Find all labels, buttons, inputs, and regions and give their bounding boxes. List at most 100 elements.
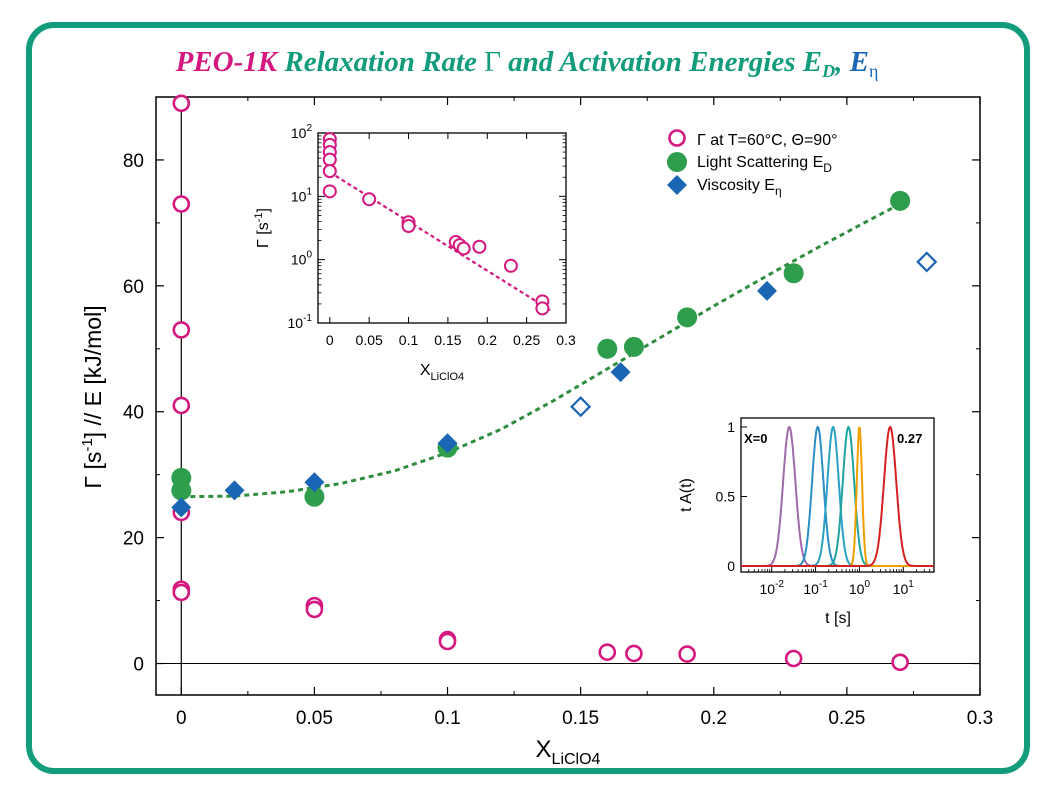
inset-dist-x-tick-label: 10-2: [759, 579, 784, 597]
inset-rate-x-label-sub: LiClO4: [431, 371, 465, 383]
inset-dist-y-tick-label: 0.5: [716, 489, 736, 505]
legend-label-visc: Viscosity Eη: [697, 177, 782, 198]
x-tick-label: 0.3: [967, 708, 993, 729]
inset-dist-x-label: t [s]: [825, 610, 851, 627]
viscosity-open-point: [570, 396, 592, 418]
legend-label-ls-sub: D: [823, 161, 832, 175]
inset-rate-y-tick-exp: 1: [306, 186, 312, 197]
light-scattering-point: [623, 336, 644, 357]
inset-rate-y-tick-label: 100: [291, 250, 313, 268]
legend-label-rate: Γ at T=60°C, Θ=90°: [697, 132, 838, 149]
inset-dist-x-tick-base: 10: [759, 581, 775, 597]
rate-point: [305, 600, 324, 619]
title-part3: and Activation Energies E: [500, 46, 823, 78]
legend-label-visc-main: Viscosity E: [697, 177, 775, 194]
light-scattering-point: [783, 263, 804, 284]
inset-rate-point: [322, 164, 337, 179]
inset-rate-x-tick-label: 0.3: [556, 332, 576, 348]
inset-rate-point: [362, 192, 377, 207]
y-tick-label: 80: [123, 151, 144, 172]
x-tick-label: 0: [176, 708, 187, 729]
inset-rate-frame: [317, 132, 567, 324]
inset-dist-y-tick-label: 1: [727, 419, 735, 435]
inset-dist-x-tick-exp: -1: [819, 579, 828, 590]
inset-rate-plot: 0 0.05 0.1 0.15 0.2 0.25 0.310-1100101102XLiCl…: [253, 123, 576, 383]
x-axis-label: XLiClO4: [536, 736, 601, 768]
legend-marker-ls: [667, 152, 687, 172]
inset-rate-y-tick-base: 10: [291, 252, 307, 268]
fit-line: [181, 202, 901, 499]
inset-dist-x-tick-label: 101: [893, 579, 915, 597]
viscosity-point: [224, 480, 245, 501]
rate-point: [172, 583, 191, 602]
y-tick-label: 0: [133, 655, 144, 676]
inset-rate-y-label-a: Γ [s: [255, 222, 272, 248]
title-gamma: Γ: [484, 46, 501, 78]
inset-rate-x-tick-label: 0.2: [478, 332, 498, 348]
inset-dist-curve: [741, 425, 934, 567]
inset-rate-y-tick-base: 10: [291, 125, 307, 141]
inset-rate-y-label-b: ]: [255, 208, 272, 212]
inset-dist-x-tick-base: 10: [893, 581, 909, 597]
inset-dist-annotation-left: X=0: [744, 431, 768, 446]
legend-label-visc-sub: η: [775, 184, 782, 198]
plot-frame: [155, 96, 981, 696]
y-tick-label: 60: [123, 277, 144, 298]
inset-rate-x-tick-label: 0.25: [513, 332, 540, 348]
inset-rate-y-tick-label: 101: [291, 186, 313, 204]
inset-rate-y-tick-exp: -1: [303, 313, 312, 324]
inset-dist-x-tick-base: 10: [803, 581, 819, 597]
x-tick-label: 0.1: [434, 708, 460, 729]
inset-rate-point: [322, 152, 337, 167]
title-part4: E: [849, 46, 869, 78]
title-sub-d: D: [822, 61, 836, 81]
inset-rate-point: [535, 301, 550, 316]
inset-dist-annotation-right: 0.27: [897, 431, 922, 446]
y-axis-label-sup: -1: [79, 438, 96, 451]
inset-rate-x-tick-label: 0: [326, 332, 334, 348]
y-tick-label: 40: [123, 403, 144, 424]
rate-point: [172, 94, 191, 113]
inset-rate-point: [472, 239, 487, 254]
legend-label-ls: Light Scattering ED: [697, 154, 832, 175]
inset-rate-y-tick-base: 10: [288, 315, 304, 331]
viscosity-point: [171, 497, 192, 518]
inset-rate-y-label-sup: -1: [253, 212, 265, 222]
title-sub-eta: η: [868, 61, 879, 81]
title-part2: Relaxation Rate: [277, 46, 485, 78]
rate-point: [625, 644, 643, 663]
legend-marker-rate: [668, 129, 686, 147]
rate-point: [172, 321, 191, 339]
rate-point: [891, 653, 909, 672]
inset-dist-x-tick-exp: 0: [864, 579, 870, 590]
inset-rate-point: [322, 184, 337, 199]
rate-point: [438, 632, 457, 651]
inset-dist-y-tick-label: 0: [727, 558, 735, 574]
x-tick-label: 0.2: [701, 708, 727, 729]
inset-rate-point: [456, 241, 471, 256]
inset-dist-y-label: t A(t): [678, 478, 695, 512]
title-comma: ,: [835, 46, 850, 78]
x-tick-label: 0.15: [562, 708, 599, 729]
y-axis-label-b: ] // E [kJ/mol]: [80, 305, 106, 438]
x-axis-label-sub: LiClO4: [552, 751, 601, 768]
light-scattering-point: [890, 190, 911, 211]
inset-rate-x-tick-label: 0.1: [399, 332, 419, 348]
viscosity-point: [437, 433, 458, 454]
inset-dist-x-tick-exp: -2: [775, 579, 784, 590]
y-axis-label: Γ [s-1] // E [kJ/mol]: [79, 305, 106, 488]
inset-rate-x-tick-label: 0.05: [356, 332, 383, 348]
rate-point: [172, 195, 191, 213]
inset-dist-x-tick-base: 10: [849, 581, 865, 597]
inset-rate-x-tick-label: 0.15: [434, 332, 461, 348]
x-axis-label-main: X: [536, 736, 552, 763]
rate-point: [784, 649, 803, 668]
inset-rate-point: [503, 258, 518, 273]
inset-rate-y-tick-label: 10-1: [288, 313, 313, 331]
inset-rate-y-tick-label: 102: [291, 123, 313, 141]
x-tick-label: 0.25: [828, 708, 865, 729]
inset-rate-y-tick-exp: 2: [306, 123, 312, 134]
viscosity-open-point: [916, 251, 938, 273]
y-tick-label: 20: [123, 529, 144, 550]
